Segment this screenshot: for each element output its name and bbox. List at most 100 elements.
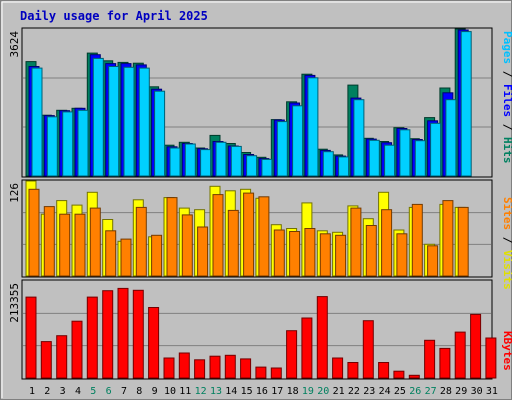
x-tick-label-19: 19 [302,386,314,397]
kbytes-bar-day-11 [178,352,190,379]
visits-max-label: 126 [8,183,21,203]
x-axis-labels: 1 2 3 4 5 6 7 8 9 10 11 12 13 14 15 16 17 18 19 20 21 22 23 24 2… [29,386,498,397]
sites-bar-day-15 [243,192,255,277]
pages-bar-day-22 [353,99,365,177]
kbytes-bar-day-10 [163,357,175,379]
hits-legend: Pages / Files / Hits [501,31,512,164]
x-tick-label-28: 28 [440,386,452,397]
x-tick-label-21: 21 [333,386,345,397]
pages-bar-day-16 [261,158,273,177]
hits-max-label: 3624 [8,31,21,58]
legend-separator: / [501,117,512,137]
kbytes-bar-day-21 [332,357,344,379]
x-tick-label-25: 25 [394,386,406,397]
sites-bar-day-10 [166,197,178,277]
sites-bar-day-24 [381,209,393,277]
kbytes-bar-day-16 [255,366,267,379]
x-tick-label-20: 20 [317,386,329,397]
x-tick-label-30: 30 [471,386,483,397]
kbytes-bar-day-25 [393,370,405,379]
kbytes-bar-day-6 [102,290,114,379]
kbytes-bar-day-26 [408,374,420,379]
x-tick-label-14: 14 [225,386,237,397]
pages-bar-day-29 [460,31,472,177]
pages-bar-day-28 [445,99,457,177]
kbytes-legend: KBytes [501,331,512,371]
kbytes-bar-day-22 [347,362,359,379]
kbytes-bar-day-18 [286,330,298,379]
kbytes-bar-day-31 [485,337,497,379]
pages-bar-day-21 [338,156,350,177]
x-tick-label-11: 11 [179,386,191,397]
pages-bar-day-15 [246,155,258,177]
kbytes-bar-day-24 [378,362,390,379]
legend-hits: Hits [501,137,512,164]
svg-text:Pages / Files / Hits: Pages / Files / Hits [501,31,512,164]
x-tick-label-3: 3 [60,386,66,397]
kbytes-bar-day-15 [240,358,252,379]
legend-pages: Pages [501,31,512,64]
sites-bar-day-11 [181,214,193,277]
pages-bar-day-17 [276,121,288,177]
pages-bar-day-7 [123,66,135,177]
sites-bar-day-19 [304,228,316,277]
legend-separator: / [501,64,512,84]
x-tick-label-17: 17 [271,386,283,397]
sites-bar-day-6 [105,230,117,277]
sites-bar-day-22 [350,207,362,277]
sites-bar-day-23 [365,225,377,277]
pages-bar-day-19 [307,77,319,177]
x-tick-label-29: 29 [455,386,467,397]
sites-bar-day-26 [411,203,423,277]
kbytes-bar-day-28 [439,347,451,379]
sites-bar-day-7 [120,238,132,277]
kbytes-bar-day-8 [132,289,144,379]
legend-kbytes: KBytes [501,331,512,371]
x-tick-label-31: 31 [486,386,498,397]
pages-bar-day-25 [399,129,411,177]
sites-bar-day-13 [212,194,224,277]
kbytes-max-label: 213355 [8,283,21,323]
sites-bar-day-12 [197,226,209,277]
kbytes-bar-day-3 [56,335,68,379]
sites-bar-day-17 [273,229,285,277]
x-tick-label-6: 6 [106,386,112,397]
sites-bar-day-2 [43,206,55,277]
kbytes-bar-day-7 [117,287,129,379]
pages-bar-day-23 [368,139,380,177]
kbytes-bar-day-1 [25,296,37,379]
visits-legend: Sites / Visits [501,197,512,290]
pages-bar-day-9 [154,90,166,177]
kbytes-bar-day-30 [470,313,482,379]
x-tick-label-18: 18 [287,386,299,397]
kbytes-bar-day-2 [40,341,52,379]
pages-bar-day-27 [430,122,442,177]
pages-bar-day-5 [92,57,104,177]
kbytes-bar-day-13 [209,355,221,379]
sites-bar-day-28 [442,200,454,277]
x-tick-label-2: 2 [44,386,50,397]
pages-bar-day-12 [200,149,212,177]
x-tick-label-5: 5 [90,386,96,397]
pages-bar-day-1 [31,67,43,177]
pages-bar-day-14 [230,145,242,177]
x-tick-label-22: 22 [348,386,360,397]
legend-separator: / [501,230,512,250]
kbytes-bar-day-19 [301,317,313,379]
x-tick-label-13: 13 [210,386,222,397]
kbytes-bar-day-5 [86,296,98,379]
svg-text:Sites / Visits: Sites / Visits [501,197,512,290]
x-tick-label-16: 16 [256,386,268,397]
pages-bar-day-18 [292,105,304,177]
kbytes-bar-day-17 [270,367,282,379]
x-tick-label-4: 4 [75,386,81,397]
kbytes-bar-day-9 [148,307,160,379]
pages-bar-day-2 [46,116,58,177]
x-tick-label-7: 7 [121,386,127,397]
pages-bar-day-11 [184,143,196,177]
pages-bar-day-10 [169,147,181,177]
x-tick-label-8: 8 [136,386,142,397]
sites-bar-day-4 [74,213,86,277]
